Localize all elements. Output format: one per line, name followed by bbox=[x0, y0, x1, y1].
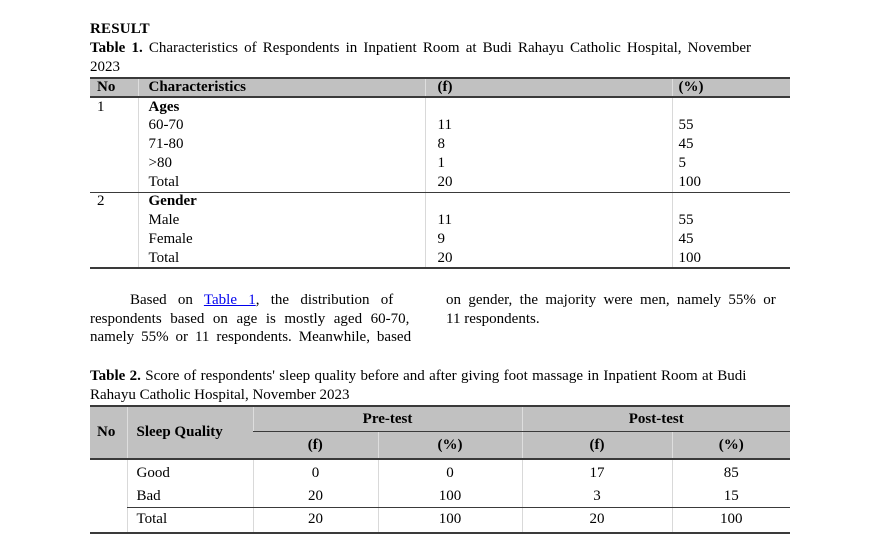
table1-row-male: Male 11 55 bbox=[90, 211, 790, 230]
table1-header-characteristics: Characteristics bbox=[137, 77, 425, 98]
table1-row-over80: >80 1 5 bbox=[90, 154, 790, 173]
table1-caption-text: Characteristics of Respondents in Inpati… bbox=[142, 40, 751, 56]
table2-header-row-measures: (f) (%) (f) (%) bbox=[90, 431, 791, 460]
table2-header-sleep-quality: Sleep Quality bbox=[126, 405, 253, 460]
section-heading: RESULT bbox=[90, 21, 150, 37]
table1-header-f: (f) bbox=[424, 77, 672, 98]
table2-caption-line2: Rahayu Catholic Hospital, November 2023 bbox=[90, 387, 350, 403]
table1-header-row: No Characteristics (f) (%) bbox=[90, 77, 790, 98]
table1-row-ages: 1 Ages bbox=[90, 97, 790, 116]
table1-row-71-80: 71-80 8 45 bbox=[90, 135, 790, 154]
table1-link[interactable]: Table 1 bbox=[203, 292, 256, 308]
table1-caption-line2: 2023 bbox=[90, 59, 120, 75]
table1-row-60-70: 60-70 11 55 bbox=[90, 116, 790, 135]
table2-sleep-quality: No Sleep Quality Pre-test Post-test (f) … bbox=[90, 405, 791, 534]
table2-header-row-groups: No Sleep Quality Pre-test Post-test bbox=[90, 405, 791, 460]
table2-header-pre-f: (f) bbox=[253, 431, 378, 460]
table2-header-post-f: (f) bbox=[521, 431, 672, 460]
table1-header-no: No bbox=[90, 77, 138, 98]
table2-caption-label: Table 2. bbox=[90, 368, 141, 384]
table1-characteristics: No Characteristics (f) (%) 1 Ages 60-70 … bbox=[90, 77, 790, 269]
table2-header-post-pct: (%) bbox=[671, 431, 791, 460]
table2-row-good: Good 0 0 17 85 bbox=[90, 459, 791, 486]
table2-header-posttest: Post-test bbox=[521, 405, 791, 432]
table2-caption-text: Score of respondents' sleep quality befo… bbox=[140, 368, 747, 384]
table2-caption: Table 2. Score of respondents' sleep qua… bbox=[90, 367, 790, 405]
table2-header-pre-pct: (%) bbox=[377, 431, 522, 460]
table1-header-pct: (%) bbox=[671, 77, 790, 98]
table2-row-total: Total 20 100 20 100 bbox=[90, 507, 791, 534]
body-paragraph-right-column: on gender, the majority were men, namely… bbox=[446, 292, 776, 327]
table1-caption: Table 1. Characteristics of Respondents … bbox=[90, 39, 790, 77]
table1-row-gender-total: Total 20 100 bbox=[90, 249, 790, 269]
body-paragraph-left-column: Based on Table 1, the distribution of re… bbox=[90, 292, 412, 345]
table1-row-female: Female 9 45 bbox=[90, 230, 790, 249]
table2-header-pretest: Pre-test bbox=[252, 405, 522, 432]
table2-row-bad: Bad 20 100 3 15 bbox=[90, 486, 791, 508]
table1-row-ages-total: Total 20 100 bbox=[90, 173, 790, 193]
table1-caption-label: Table 1. bbox=[90, 40, 143, 56]
table2-header-no: No bbox=[90, 405, 127, 460]
table1-row-gender: 2 Gender bbox=[90, 192, 790, 211]
